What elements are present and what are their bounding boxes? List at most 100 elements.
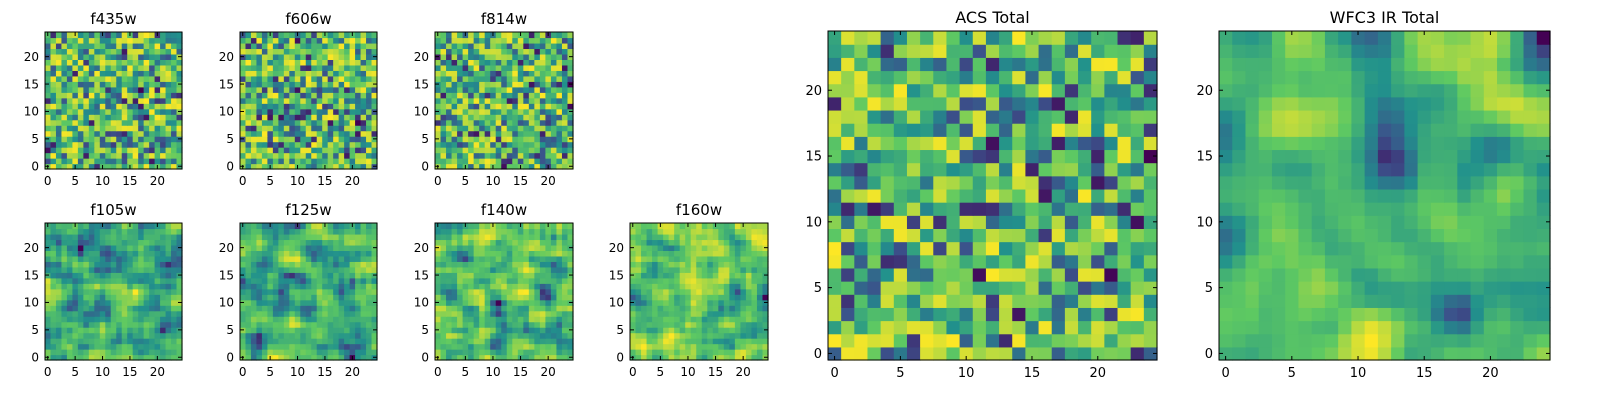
heatmap-cell [55,223,63,230]
heatmap-cells [630,223,769,361]
heatmap-cell [1012,188,1026,203]
heatmap-cell [490,141,497,148]
heatmap-cell [305,233,312,241]
heatmap-cell [451,316,458,323]
heatmap-cell [110,250,117,257]
heatmap-cell [256,239,263,246]
heatmap-cell [567,228,574,235]
heatmap-cell [261,158,268,165]
heatmap-cell [646,255,653,262]
heatmap-cell [762,294,769,301]
heatmap-cell [160,354,167,361]
heatmap-cell [338,327,345,334]
heatmap-cell [435,125,442,132]
heatmap-cell [256,53,263,60]
heatmap-cell [88,103,95,110]
heatmap-cell [289,103,296,110]
heatmap-cell [740,250,747,257]
heatmap-cell [528,255,535,262]
heatmap-cell [539,239,546,246]
heatmap-cell [751,332,758,339]
heatmap-cell [66,158,73,165]
heatmap-cell [283,119,290,126]
heatmap-cell [668,332,675,339]
heatmap-cell [479,272,486,279]
heatmap-cell [55,158,63,165]
heatmap-cell [690,228,697,235]
heatmap-cell [344,228,351,235]
heatmap-cell [446,294,453,301]
heatmap-cell [641,233,648,241]
heatmap-cell [110,272,117,279]
heatmap-cell [446,37,453,44]
heatmap-cell [457,349,464,356]
heatmap-cell [1104,346,1119,361]
heatmap-cell [462,233,469,241]
heatmap-cell [729,288,736,295]
heatmap-cell [506,316,513,323]
heatmap-cell [457,305,464,312]
heatmap-cell [154,316,161,323]
heatmap-cell [110,64,117,71]
heatmap-cell [327,152,334,159]
heatmap-cell [267,136,274,143]
heatmap-cell [435,86,442,93]
heatmap-cell [77,305,84,312]
heatmap-cell [116,158,123,165]
heatmap-cell [462,59,469,66]
heatmap-cell [338,103,345,110]
heatmap-cell [718,250,725,257]
heatmap-cell [366,147,373,154]
heatmap-cell [322,228,329,235]
heatmap-cell [300,255,307,262]
heatmap-cell [479,266,486,273]
heatmap-cell [250,125,258,132]
heatmap-cell [501,32,508,39]
heatmap-cell [484,305,491,312]
heatmap-cell [171,316,178,323]
heatmap-cell [61,32,68,39]
heatmap-cell [311,32,318,39]
heatmap-cell [946,320,961,335]
heatmap-cell [893,175,908,190]
heatmap-cell [311,261,318,268]
heatmap-cell [55,86,63,93]
heatmap-cell [294,233,301,241]
heatmap-cell [349,255,356,262]
heatmap-cell [723,316,730,323]
heatmap-cell [77,97,84,104]
heatmap-cell [674,305,681,312]
heatmap-cell [305,158,312,165]
heatmap-cell [327,92,334,99]
heatmap-cell [176,239,183,246]
heatmap-cell [545,97,552,104]
heatmap-cell [138,130,145,137]
heatmap-cell [1038,346,1053,361]
heatmap-cell [99,272,106,279]
heatmap-cell [138,53,145,60]
heatmap-cell [668,272,675,279]
heatmap-cell [545,48,552,55]
heatmap-cell [160,349,167,356]
heatmap-cell [50,42,57,50]
heatmap-cell [435,97,442,104]
heatmap-cell [176,152,183,159]
heatmap-cell [261,81,268,88]
heatmap-cell [316,53,323,60]
heatmap-cell [240,130,247,137]
heatmap-cell [1091,254,1105,269]
heatmap-cell [256,294,263,301]
heatmap-cell [72,244,79,251]
heatmap-cell [841,241,855,256]
heatmap-cell [94,327,101,334]
heatmap-cell [294,332,301,339]
heatmap-cell [556,53,563,60]
heatmap-cell [94,70,101,77]
heatmap-cell [668,233,675,241]
heatmap-cell [338,244,345,251]
heatmap-cell [484,37,491,44]
heatmap-cell [707,255,714,262]
heatmap-cell [349,64,356,71]
heatmap-cell [66,37,73,44]
heatmap-cell [959,320,974,335]
